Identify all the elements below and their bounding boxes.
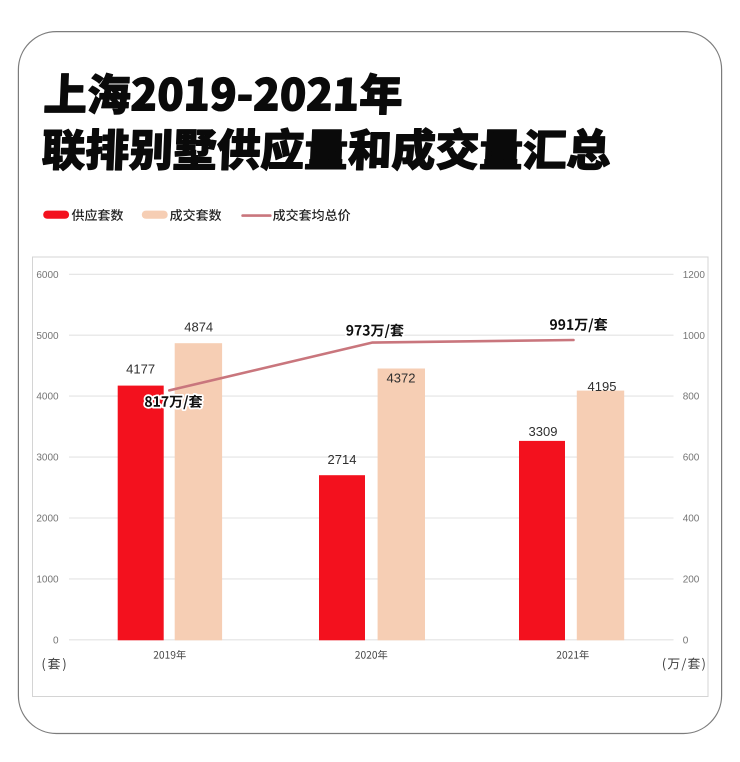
svg-text:2714: 2714 <box>328 452 357 467</box>
svg-text:200: 200 <box>683 575 700 586</box>
svg-text:0: 0 <box>683 635 689 646</box>
svg-text:800: 800 <box>683 392 700 403</box>
svg-text:1200: 1200 <box>683 270 706 281</box>
svg-text:4874: 4874 <box>184 319 213 334</box>
svg-text:3309: 3309 <box>529 424 558 439</box>
svg-text:4195: 4195 <box>588 379 617 394</box>
svg-text:1000: 1000 <box>683 331 706 342</box>
svg-text:400: 400 <box>683 514 700 525</box>
svg-text:600: 600 <box>683 453 700 464</box>
svg-text:2000: 2000 <box>36 514 59 525</box>
svg-text:1000: 1000 <box>36 575 59 586</box>
svg-text:4372: 4372 <box>387 371 416 386</box>
svg-text:3000: 3000 <box>36 453 59 464</box>
svg-text:5000: 5000 <box>36 331 59 342</box>
svg-text:4000: 4000 <box>36 392 59 403</box>
svg-text:4177: 4177 <box>126 362 155 377</box>
svg-text:6000: 6000 <box>36 270 59 281</box>
svg-text:0: 0 <box>53 635 59 646</box>
